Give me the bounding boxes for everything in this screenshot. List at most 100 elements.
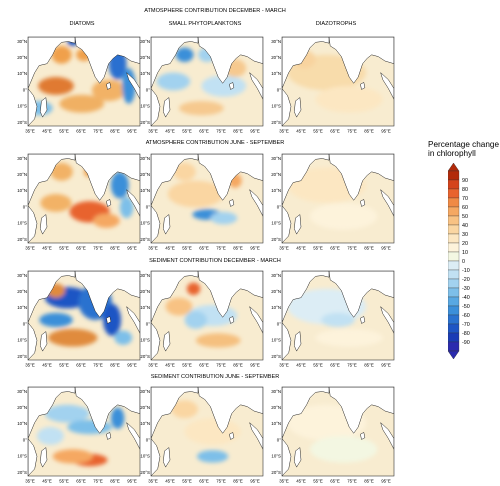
colorbar-tick-label: 90	[462, 178, 468, 184]
lon-tick-label: 45°E	[296, 129, 306, 134]
anomaly-patch	[40, 194, 72, 212]
lon-tick-label: 85°E	[364, 129, 374, 134]
landmass	[28, 387, 76, 439]
lon-tick-label: 85°E	[364, 363, 374, 368]
lon-tick-label: 65°E	[330, 479, 340, 484]
lat-tick-label: 30°N	[271, 156, 281, 161]
map-panel: 30°N 20°N 10°N 0° 10°S 20°S 35°E 45°E 55°E 65°E 75…	[137, 152, 269, 253]
lat-tick-label: 10°S	[271, 104, 281, 109]
anomaly-patch	[92, 213, 120, 228]
lat-tick-label: 0°	[23, 87, 27, 92]
landmass	[229, 432, 235, 440]
anomaly-patch	[310, 435, 378, 463]
anomaly-patch	[39, 312, 73, 328]
colorbar-svg: 90 80 70 60 50 40 30 20 10 0 -10 -20 -30 -40 -50 -60 -70…	[447, 162, 470, 360]
colorbar-segment	[447, 260, 460, 271]
lat-tick-label: 20°S	[271, 354, 281, 359]
lon-tick-label: 65°E	[199, 246, 209, 251]
colorbar-tick-label: -80	[462, 331, 470, 337]
colorbar-segment	[447, 233, 460, 244]
landmass	[328, 387, 394, 434]
lon-tick-label: 85°E	[233, 479, 243, 484]
landmass	[126, 421, 140, 450]
panel-frame	[281, 36, 395, 127]
landmass	[229, 82, 235, 90]
lat-tick-label: 20°N	[271, 405, 281, 410]
lat-tick-label: 20°N	[140, 289, 150, 294]
lat-tick-label: 10°N	[17, 305, 27, 310]
lon-tick-label: 35°E	[148, 246, 158, 251]
lon-tick-label: 65°E	[199, 129, 209, 134]
panel-frame	[27, 270, 141, 361]
lat-tick-label: 10°S	[140, 454, 150, 459]
lon-tick-label: 55°E	[313, 246, 323, 251]
lon-tick-label: 95°E	[250, 363, 260, 368]
map-svg: 30°N 20°N 10°N 0° 10°S 20°S 35°E 45°E 55°E 65°E 75…	[271, 386, 395, 484]
landmass	[163, 97, 171, 118]
lon-tick-label: 85°E	[110, 363, 120, 368]
lon-tick-label: 75°E	[216, 363, 226, 368]
lat-tick-label: 30°N	[140, 39, 150, 44]
landmass	[74, 387, 140, 434]
anomaly-patch	[38, 77, 74, 95]
lat-tick-label: 10°S	[271, 221, 281, 226]
colorbar-tick-label: -50	[462, 304, 470, 310]
colorbar-segment	[447, 305, 460, 316]
landmass	[380, 188, 394, 217]
landmass	[294, 447, 302, 468]
lat-tick-label: 10°N	[140, 71, 150, 76]
lon-tick-label: 35°E	[148, 129, 158, 134]
landmass	[126, 188, 140, 217]
lat-tick-label: 0°	[146, 321, 150, 326]
anomaly-patch	[171, 400, 199, 419]
panel-frame	[281, 386, 395, 477]
lat-tick-label: 30°N	[271, 39, 281, 44]
colorbar-segment	[447, 224, 460, 235]
lat-tick-label: 10°N	[17, 421, 27, 426]
landmass	[282, 154, 330, 206]
colorbar-segment	[447, 242, 460, 253]
landmass	[249, 305, 263, 334]
anomaly-patch	[167, 180, 224, 208]
column-title-small-phytoplanktons: SMALL PHYTOPLANKTONS	[168, 21, 242, 27]
anomaly-patch	[210, 211, 238, 225]
colorbar-segment	[447, 278, 460, 289]
anomaly-patch	[315, 85, 383, 113]
lon-tick-label: 55°E	[182, 363, 192, 368]
lat-tick-label: 20°S	[140, 237, 150, 242]
lon-tick-label: 65°E	[199, 479, 209, 484]
lon-tick-label: 85°E	[233, 129, 243, 134]
lon-tick-label: 65°E	[199, 363, 209, 368]
landmass	[40, 97, 48, 118]
lat-tick-label: 20°S	[17, 120, 27, 125]
lon-tick-label: 45°E	[165, 129, 175, 134]
lat-tick-label: 20°N	[17, 405, 27, 410]
lon-tick-label: 35°E	[279, 479, 289, 484]
lon-tick-label: 55°E	[59, 363, 69, 368]
lat-tick-label: 30°N	[140, 389, 150, 394]
landmass	[74, 271, 140, 318]
lat-tick-label: 20°N	[17, 289, 27, 294]
lon-tick-label: 55°E	[59, 246, 69, 251]
legend-title: Percentage change in chlorophyll	[428, 140, 499, 159]
landmass	[151, 154, 199, 206]
anomaly-patch	[122, 68, 136, 104]
landmass	[328, 154, 394, 201]
lon-tick-label: 95°E	[127, 479, 137, 484]
map-panel: 30°N 20°N 10°N 0° 10°S 20°S 35°E 45°E 55°E 65°E 75…	[137, 385, 269, 486]
map-panel: 30°N 20°N 10°N 0° 10°S 20°S 35°E 45°E 55°E 65°E 75…	[14, 152, 146, 253]
lon-tick-label: 35°E	[148, 479, 158, 484]
lat-tick-label: 10°S	[140, 104, 150, 109]
landmass	[74, 37, 140, 84]
lon-tick-label: 65°E	[330, 246, 340, 251]
anomaly-patch	[48, 328, 98, 347]
anomaly-patch	[156, 72, 191, 91]
colorbar-min-arrow	[447, 350, 460, 360]
landmass	[380, 305, 394, 334]
lat-tick-label: 10°S	[17, 221, 27, 226]
lon-tick-label: 35°E	[148, 363, 158, 368]
lat-tick-label: 0°	[23, 437, 27, 442]
colorbar-segment	[447, 341, 460, 352]
lat-tick-label: 30°N	[271, 273, 281, 278]
lon-tick-label: 95°E	[127, 246, 137, 251]
